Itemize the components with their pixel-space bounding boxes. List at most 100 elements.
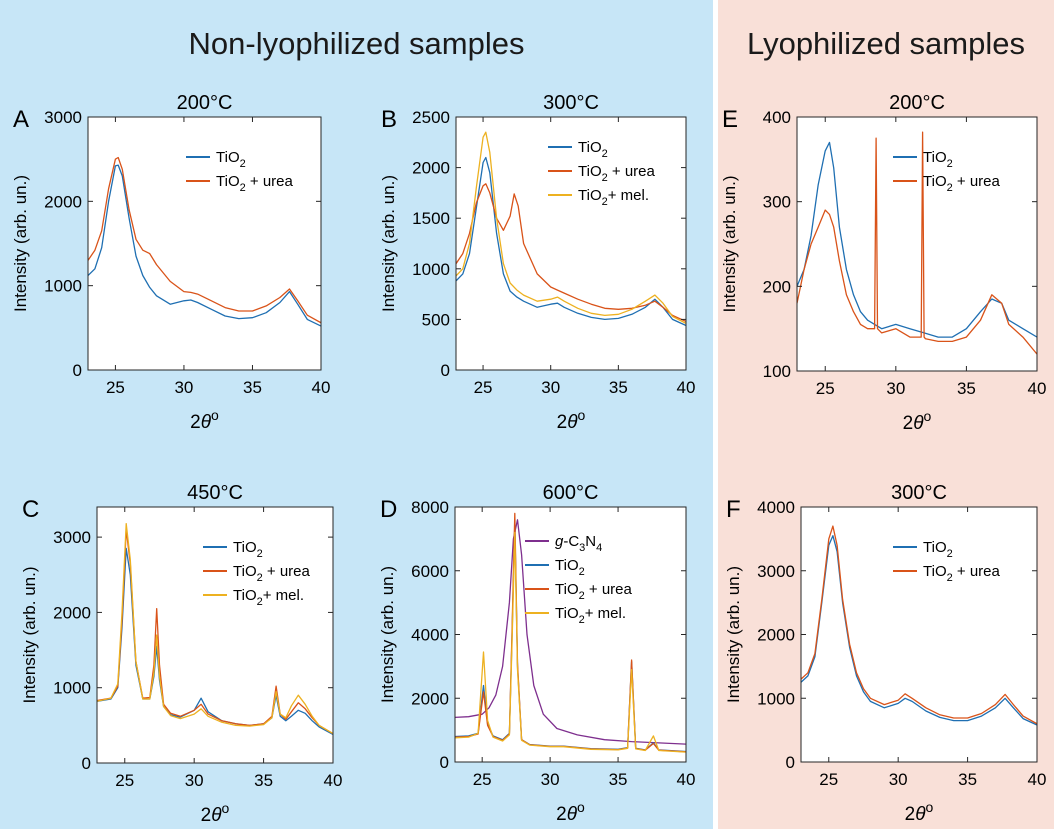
y-tick-label: 2000 <box>757 626 795 645</box>
legend-entry: TiO2 + urea <box>555 581 633 602</box>
y-tick-label: 0 <box>73 361 82 380</box>
panel-d: 25 30 35 40 0 2000 4000 6000 8000 600°C D Intensity… <box>378 482 695 825</box>
x-tick-label: 25 <box>474 378 493 397</box>
panel-title: 300°C <box>543 92 599 114</box>
axes-frame <box>87 116 322 371</box>
panel-e: 25 30 35 40 100 200 300 400 200°C E Intensity (arb… <box>720 92 1046 434</box>
legend-entry: TiO2 + urea <box>578 163 656 184</box>
series-line-e-1 <box>797 131 1037 355</box>
legend: TiO2 TiO2 + urea TiO2+ mel. <box>548 139 656 208</box>
y-tick-label: 2000 <box>411 689 449 708</box>
x-tick-label: 35 <box>609 770 628 789</box>
x-tick-label: 35 <box>243 378 262 397</box>
x-tick-label: 40 <box>312 378 331 397</box>
y-tick-label: 2000 <box>44 192 82 211</box>
panel-a: 25 30 35 40 0 1000 2000 3000 200°C A Intensity (ar… <box>11 92 330 433</box>
x-tick-label: 35 <box>254 771 273 790</box>
x-tick-label: 25 <box>115 771 134 790</box>
legend-entry: TiO2+ mel. <box>233 587 304 608</box>
y-axis-label: Intensity (arb. un.) <box>720 175 739 312</box>
y-tick-label: 300 <box>763 193 791 212</box>
series-line-b-0 <box>456 156 686 327</box>
x-tick-label: 40 <box>677 770 696 789</box>
x-tick-label: 40 <box>677 378 696 397</box>
x-tick-label: 25 <box>819 770 838 789</box>
x-axis-label: 2θo <box>190 407 219 433</box>
y-tick-label: 0 <box>786 753 795 772</box>
plot-area <box>456 117 686 370</box>
y-tick-label: 500 <box>422 310 450 329</box>
y-axis-label: Intensity (arb. un.) <box>379 175 398 312</box>
y-tick-label: 2500 <box>412 108 450 127</box>
legend: TiO2 TiO2 + urea <box>186 149 294 194</box>
y-tick-label: 1000 <box>53 679 91 698</box>
series-line-e-0 <box>797 141 1037 338</box>
legend: TiO2 TiO2 + urea <box>893 539 1001 584</box>
x-tick-label: 40 <box>1028 770 1047 789</box>
y-tick-label: 1000 <box>44 277 82 296</box>
legend: TiO2 TiO2 + urea TiO2+ mel. <box>203 539 311 608</box>
legend-entry: TiO2 <box>216 149 246 170</box>
y-tick-label: 1000 <box>757 689 795 708</box>
legend-entry: TiO2+ mel. <box>578 187 649 208</box>
y-tick-label: 100 <box>763 362 791 381</box>
x-axis-label: 2θo <box>905 799 934 825</box>
y-tick-label: 3000 <box>757 562 795 581</box>
panel-title: 600°C <box>543 482 599 504</box>
plot-area <box>97 507 333 763</box>
y-tick-label: 3000 <box>44 108 82 127</box>
x-tick-label: 30 <box>886 379 905 398</box>
x-tick-label: 25 <box>106 378 125 397</box>
y-tick-label: 0 <box>440 753 449 772</box>
x-tick-label: 30 <box>174 378 193 397</box>
panel-letter: D <box>380 496 397 523</box>
legend-entry: TiO2 <box>233 539 263 560</box>
y-axis-label: Intensity (arb. un.) <box>378 566 397 703</box>
y-axis-label: Intensity (arb. un.) <box>724 566 743 703</box>
legend-entry: TiO2 + urea <box>923 173 1001 194</box>
panel-letter: F <box>726 496 741 523</box>
panel-letter: B <box>381 106 397 133</box>
legend: g-C3N4 TiO2 TiO2 + urea TiO2+ mel. <box>525 533 633 626</box>
section-title-right: Lyophilized samples <box>746 26 1025 61</box>
y-tick-label: 400 <box>763 108 791 127</box>
legend-entry: TiO2+ mel. <box>555 605 626 626</box>
panel-title: 200°C <box>889 92 945 114</box>
x-tick-label: 25 <box>816 379 835 398</box>
x-axis-label: 2θo <box>556 799 585 825</box>
series-line-d-3 <box>455 531 686 753</box>
y-tick-label: 2000 <box>53 603 91 622</box>
y-tick-label: 1000 <box>412 260 450 279</box>
y-tick-label: 4000 <box>411 626 449 645</box>
section-title-left: Non-lyophilized samples <box>188 26 525 61</box>
y-tick-label: 8000 <box>411 498 449 517</box>
y-axis-label: Intensity (arb. un.) <box>20 566 39 703</box>
panel-letter: C <box>22 496 39 523</box>
legend-entry: TiO2 + urea <box>923 563 1001 584</box>
x-tick-label: 25 <box>473 770 492 789</box>
legend-entry: TiO2 <box>923 149 953 170</box>
plot-area <box>88 117 321 370</box>
y-tick-label: 2000 <box>412 159 450 178</box>
series-line-b-2 <box>456 131 686 324</box>
series-line-a-0 <box>88 164 321 327</box>
series-line-b-1 <box>456 183 686 322</box>
legend-entry: TiO2 + urea <box>233 563 311 584</box>
y-axis-label: Intensity (arb. un.) <box>11 175 30 312</box>
series-line-d-0 <box>455 519 686 745</box>
legend-entry: TiO2 <box>923 539 953 560</box>
y-tick-label: 0 <box>441 361 450 380</box>
panel-letter: A <box>13 106 29 133</box>
legend-entry: TiO2 + urea <box>216 173 294 194</box>
x-tick-label: 30 <box>541 378 560 397</box>
y-tick-label: 0 <box>82 754 91 773</box>
panel-title: 200°C <box>177 92 233 114</box>
x-tick-label: 35 <box>957 379 976 398</box>
series-line-f-1 <box>801 525 1037 725</box>
y-tick-label: 6000 <box>411 562 449 581</box>
x-axis-label: 2θo <box>557 407 586 433</box>
legend-entry: TiO2 <box>578 139 608 160</box>
panel-b: 25 30 35 40 0 500 1000 1500 2000 2500 300°C B Intens… <box>379 92 695 433</box>
axes-frame <box>796 116 1038 372</box>
